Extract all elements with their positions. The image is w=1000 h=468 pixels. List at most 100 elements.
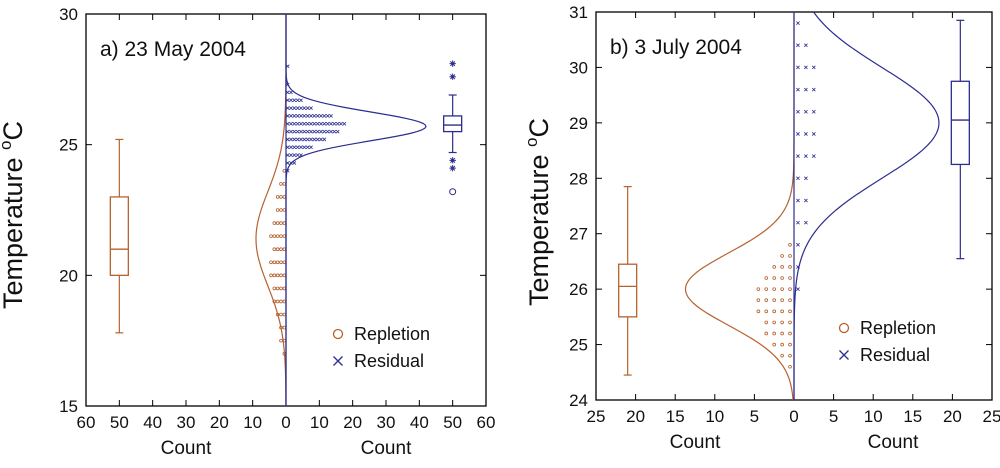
repletion-marker xyxy=(279,182,283,186)
residual-marker xyxy=(796,242,800,247)
repletion-marker xyxy=(756,287,761,291)
residual-marker xyxy=(811,65,816,70)
residual-marker xyxy=(289,145,293,150)
residual-marker xyxy=(796,154,800,158)
residual-marker xyxy=(796,176,800,181)
x-tick-label: 25 xyxy=(587,407,606,426)
repletion-marker xyxy=(279,247,283,252)
residual-marker xyxy=(299,129,303,134)
repletion-marker xyxy=(269,273,273,278)
repletion-marker xyxy=(772,287,776,291)
residual-marker xyxy=(292,114,297,118)
boxplot-outlier xyxy=(449,188,457,196)
residual-marker xyxy=(329,121,333,126)
residual-marker xyxy=(312,114,317,118)
residual-marker xyxy=(319,137,323,142)
repletion-marker xyxy=(275,195,280,199)
residual-marker xyxy=(299,114,303,118)
residual-marker xyxy=(803,154,808,158)
repletion-marker xyxy=(272,273,277,278)
residual-marker xyxy=(292,145,297,150)
repletion-marker xyxy=(788,342,792,347)
x-tick-label: 50 xyxy=(110,413,129,432)
repletion-marker xyxy=(275,234,280,238)
repletion-marker xyxy=(764,320,769,325)
residual-marker xyxy=(302,145,307,150)
x-tick-label: 60 xyxy=(477,413,496,432)
repletion-marker xyxy=(772,265,776,269)
residual-marker xyxy=(796,43,800,48)
repletion-marker xyxy=(788,353,792,358)
repletion-marker xyxy=(788,364,792,369)
repletion-marker xyxy=(764,276,769,280)
residual-marker xyxy=(332,121,337,126)
residual-marker xyxy=(295,137,300,142)
panel-label: a) 23 May 2004 xyxy=(100,38,246,61)
boxplot-box xyxy=(618,263,638,318)
repletion-marker xyxy=(772,309,776,314)
residual-marker xyxy=(295,98,300,103)
x-tick-label: 5 xyxy=(829,407,838,426)
legend-marker-repletion xyxy=(838,322,850,334)
residual-marker xyxy=(285,90,290,95)
residual-marker xyxy=(803,198,808,203)
residual-marker xyxy=(309,106,313,110)
residual-marker xyxy=(811,132,816,136)
residual-marker xyxy=(312,137,317,142)
repletion-marker xyxy=(269,260,273,265)
residual-marker xyxy=(335,129,340,134)
repletion-marker xyxy=(275,286,280,291)
residual-marker xyxy=(342,121,347,126)
legend: Repletion Residual xyxy=(838,318,936,365)
panel-label: b) 3 July 2004 xyxy=(610,36,742,59)
boxplot-box xyxy=(443,115,463,133)
residual-marker xyxy=(309,137,313,142)
x-tick-label: 50 xyxy=(443,413,462,432)
repletion-marker xyxy=(275,273,280,278)
repletion-marker xyxy=(780,353,784,358)
residual-marker xyxy=(289,106,293,110)
repletion-marker xyxy=(788,243,792,247)
residual-marker xyxy=(295,145,300,150)
legend-marker-repletion xyxy=(332,328,344,340)
residual-marker xyxy=(322,129,327,134)
residual-marker xyxy=(315,114,320,118)
y-axis-label-unit: C xyxy=(0,121,28,141)
x-tick-label: 40 xyxy=(143,413,162,432)
residual-marker xyxy=(309,121,313,126)
y-tick-label: 15 xyxy=(59,397,78,416)
y-axis-label-text: Temperature xyxy=(0,150,28,309)
x-tick-label: 10 xyxy=(243,413,262,432)
x-tick-label: 5 xyxy=(750,407,759,426)
repletion-marker xyxy=(272,234,277,238)
x-tick-label: 0 xyxy=(789,407,798,426)
repletion-marker xyxy=(764,309,769,314)
residual-marker xyxy=(289,114,293,118)
residual-marker xyxy=(285,161,290,165)
repletion-marker xyxy=(780,276,784,280)
y-axis-label-unit: C xyxy=(524,118,554,138)
legend-label-residual: Residual xyxy=(860,345,930,365)
repletion-marker xyxy=(788,276,792,280)
repletion-marker xyxy=(282,234,287,238)
residual-marker xyxy=(803,176,808,181)
residual-marker xyxy=(305,121,310,126)
repletion-marker xyxy=(279,260,283,265)
x-tick-label: 20 xyxy=(343,413,362,432)
residual-marker xyxy=(803,109,808,114)
repletion-marker xyxy=(788,254,792,258)
residual-marker xyxy=(803,132,808,136)
y-tick-label: 27 xyxy=(569,225,588,244)
repletion-marker xyxy=(780,342,784,347)
residual-marker xyxy=(315,129,320,134)
repletion-marker xyxy=(275,221,280,225)
repletion-marker xyxy=(788,265,792,269)
residual-marker xyxy=(292,129,297,134)
repletion-marker xyxy=(788,309,792,314)
residual-marker xyxy=(329,114,333,118)
repletion-marker xyxy=(282,247,287,252)
legend-label-residual: Residual xyxy=(354,351,424,371)
x-axis-label-right: Count xyxy=(361,438,412,459)
residual-marker xyxy=(292,98,297,103)
residual-marker xyxy=(302,121,307,126)
